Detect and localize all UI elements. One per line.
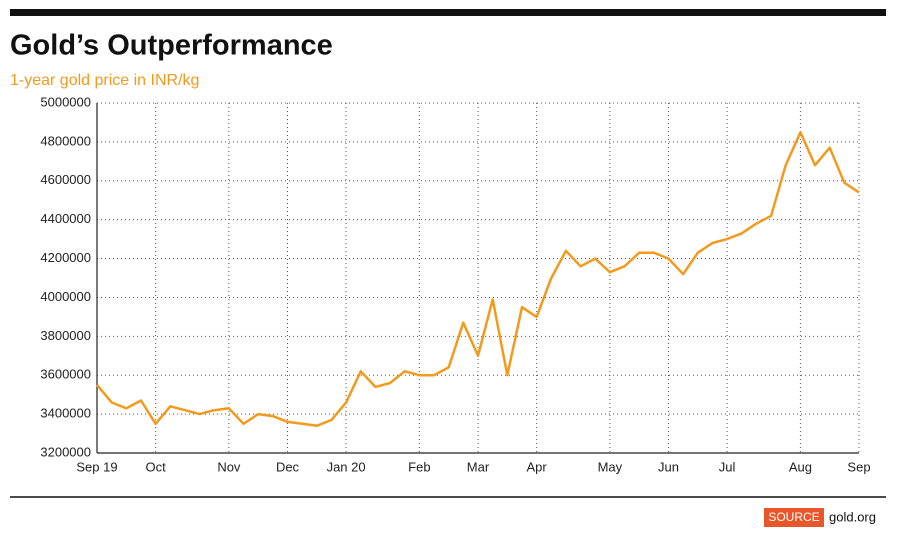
y-tick-label: 4400000 [40,211,91,226]
top-rule [10,9,886,16]
x-tick-label: May [598,459,623,474]
y-tick-label: 4600000 [40,172,91,187]
source: gold.org [829,509,876,524]
x-tick-label: Dec [276,459,300,474]
y-tick-label: 4200000 [40,250,91,265]
chart-title: Gold’s Outperformance [10,30,333,62]
y-tick-label: 3200000 [40,444,91,459]
y-tick-label: 4000000 [40,289,91,304]
y-tick-label: 5000000 [40,94,91,109]
price-line [96,130,860,428]
x-tick-label: Sep [847,459,870,474]
y-tick-label: 3400000 [40,406,91,421]
chart-subtitle: 1-year gold price in INR/kg [10,72,199,89]
source-badge [764,508,824,527]
x-tick-label: Jul [719,459,736,474]
x-tick-label: Oct [145,459,166,474]
y-tick-label: 3800000 [40,328,91,343]
x-tick-label: Apr [526,459,547,474]
x-tick-label: Aug [789,459,812,474]
y-tick-label: 4800000 [40,133,91,148]
x-tick-label: Jan 20 [327,459,366,474]
x-tick-label: Nov [217,459,241,474]
x-tick-label: Jun [658,459,679,474]
y-tick-label: 3600000 [40,367,91,382]
x-tick-label: Mar [467,459,490,474]
source-label: SOURCE [768,510,819,524]
x-tick-label: Sep 19 [76,459,117,474]
x-tick-label: Feb [408,459,430,474]
